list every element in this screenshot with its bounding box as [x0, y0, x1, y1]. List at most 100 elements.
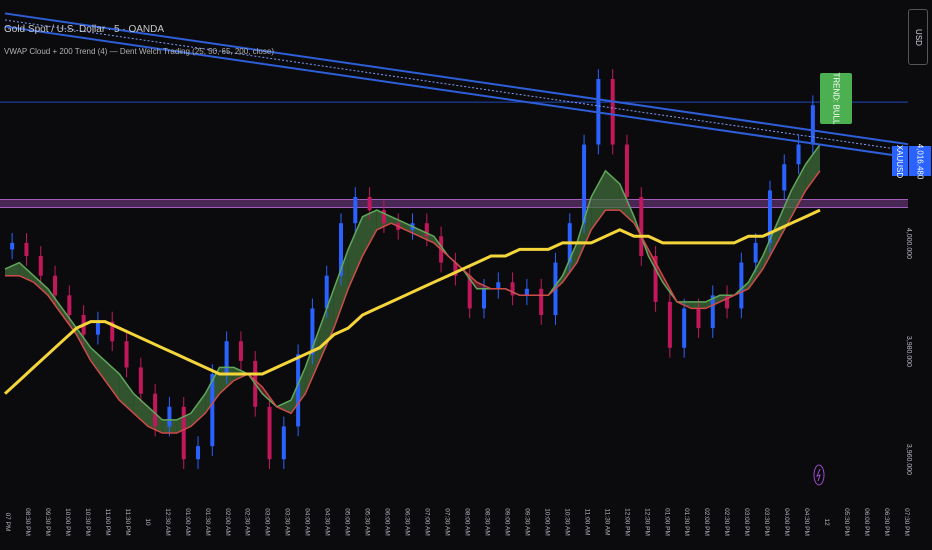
candle-body: [196, 446, 201, 460]
x-axis-tick-label: 04:30 PM: [803, 508, 810, 536]
candle-body: [367, 197, 372, 211]
cloud-segment: [591, 170, 606, 230]
indicator-legend[interactable]: VWAP Cloud + 200 Trend (4) — Dent Welch …: [4, 47, 274, 56]
candle-body: [124, 341, 129, 368]
x-axis-tick-label: 07:30 PM: [903, 508, 910, 536]
y-axis-label-3980: 3,980.000: [905, 335, 913, 368]
symbol-title[interactable]: Gold Spot / U.S. Dollar · 5 · OANDA: [4, 24, 165, 35]
candle-body: [353, 197, 358, 224]
trend-badge-label: TREND: BULL: [831, 72, 841, 125]
x-axis-tick-label: 02:30 AM: [244, 508, 251, 535]
x-axis-tick-label: 11:30 AM: [603, 509, 610, 536]
symbol-tag-label: XAUUSD: [895, 144, 905, 178]
candle-body: [210, 374, 215, 447]
candle-body: [224, 341, 229, 374]
candle-body: [767, 190, 772, 243]
x-axis-tick-label: 05:30 AM: [364, 508, 371, 535]
candle-body: [38, 256, 43, 276]
candle-body: [610, 79, 615, 145]
x-axis-tick-label: 12:30 AM: [164, 508, 171, 535]
x-axis-tick-label: 03:00 AM: [264, 508, 271, 535]
candle-body: [710, 295, 715, 329]
lightning-bolt: [816, 468, 821, 482]
x-axis-tick-label: 01:30 AM: [204, 508, 211, 535]
x-axis-tick-label: 02:00 AM: [224, 508, 231, 535]
x-axis-tick-label: 06:30 PM: [883, 508, 890, 536]
candle-body: [281, 426, 286, 460]
x-axis-tick-label: 03:30 PM: [763, 508, 770, 536]
candle-body: [481, 288, 486, 309]
symbol-price-tag: XAUUSD: [892, 144, 908, 178]
x-axis-tick-label: 06:30 AM: [404, 508, 411, 535]
cloud-segment: [133, 393, 148, 427]
y-axis-label-4000: 4,000.000: [905, 227, 913, 260]
candle-body: [181, 406, 186, 460]
currency-button[interactable]: USD: [908, 9, 928, 65]
candle-body: [539, 288, 544, 315]
candle-body: [138, 367, 143, 394]
candle-body: [24, 242, 29, 256]
last-price-tag-label: 4,016.480: [915, 143, 925, 179]
candle-body: [381, 210, 386, 224]
x-axis-tick-label: 03:30 AM: [284, 508, 291, 535]
x-axis-tick-label: 10:00 AM: [543, 508, 550, 535]
fast-ma-line: [4, 144, 821, 421]
candle-body: [582, 144, 587, 224]
candle-body: [682, 308, 687, 348]
x-axis-tick-label: 10:30 PM: [84, 508, 91, 536]
candle-body: [739, 262, 744, 309]
trendline-midline: [4, 19, 909, 152]
cloud-segment: [805, 144, 820, 191]
cloud-segment: [276, 400, 291, 414]
x-axis-tick-label: 09:30 PM: [44, 508, 51, 536]
candle-body: [782, 164, 787, 191]
x-axis-tick-label: 12:00 PM: [623, 508, 630, 536]
x-axis-tick-label: 05:00 AM: [344, 508, 351, 535]
candle-body: [310, 308, 315, 355]
candle-body: [53, 275, 58, 296]
cloud-segment: [791, 164, 806, 217]
x-axis-tick-label: 04:00 AM: [304, 508, 311, 535]
x-axis-tick-label: 04:30 AM: [324, 508, 331, 535]
cloud-segment: [190, 393, 206, 427]
candle-body: [267, 406, 272, 460]
candle-body: [524, 288, 529, 296]
candle-body: [624, 144, 629, 197]
candle-body: [110, 321, 115, 342]
x-axis-tick-label: 06:00 PM: [863, 508, 870, 536]
trendline-1: [4, 12, 909, 146]
candle-body: [510, 282, 515, 296]
x-axis-tick-label: 08:30 PM: [24, 508, 31, 536]
cloud-segment: [333, 249, 349, 329]
cloud-segment: [348, 216, 363, 289]
x-axis-tick-label: 09:30 AM: [523, 508, 530, 535]
candle-body: [324, 275, 329, 309]
x-axis-tick-label: 08:30 AM: [484, 508, 491, 535]
x-axis-tick-label: 04:00 PM: [783, 508, 790, 536]
x-axis-tick-label: 10:30 AM: [563, 508, 570, 535]
candle-body: [653, 256, 658, 302]
candle-body: [667, 301, 672, 348]
x-axis-tick-label: 12:30 PM: [643, 508, 650, 536]
lightning-icon: [813, 464, 825, 486]
x-axis-tick-label: 01:00 PM: [663, 508, 670, 536]
y-axis-label-3960: 3,960.000: [905, 443, 913, 476]
x-axis-tick-label: 01:30 PM: [683, 508, 690, 536]
candle-body: [810, 105, 815, 145]
trendline-2: [4, 25, 909, 159]
x-axis-tick-label: 03:00 PM: [743, 508, 750, 536]
candle-body: [167, 406, 172, 427]
candle-body: [725, 295, 730, 309]
candle-body: [753, 242, 758, 263]
x-axis-tick-label: 02:30 PM: [723, 508, 730, 536]
ma200-line: [3, 208, 821, 395]
candle-body: [467, 275, 472, 309]
cloud-segment: [90, 347, 106, 381]
x-axis-tick-label: 10:00 PM: [64, 508, 71, 536]
x-axis-tick-label: 08:00 AM: [464, 508, 471, 535]
candle-body: [339, 223, 344, 276]
candle-body: [696, 308, 701, 329]
x-axis-tick-label: 11:00 AM: [583, 509, 590, 536]
candle-body: [67, 295, 72, 315]
